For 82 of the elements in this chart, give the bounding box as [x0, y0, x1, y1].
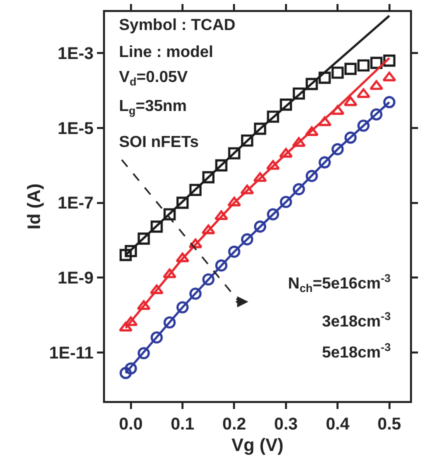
point [370, 108, 382, 121]
x-axis-title: Vg (V) [232, 435, 284, 455]
point [124, 316, 138, 326]
point [120, 248, 132, 262]
point [228, 147, 240, 160]
point [280, 196, 292, 208]
x-tick-label: 0.2 [222, 414, 246, 434]
point [164, 208, 176, 220]
point [202, 224, 216, 234]
point [318, 116, 332, 126]
point [241, 134, 254, 147]
annotation: 5e18cm$^{-3}$ [322, 342, 391, 362]
point [279, 148, 293, 158]
y-axis-title: Id (A) [24, 184, 44, 230]
point [118, 322, 133, 332]
y-tick-label: 1E-3 [58, 44, 94, 64]
point [214, 210, 228, 220]
point [202, 171, 214, 184]
point [266, 110, 280, 123]
x-tick-label: 0.5 [378, 414, 402, 434]
point [370, 56, 382, 69]
y-tick-label: 1E-11 [49, 343, 94, 362]
point [266, 160, 280, 170]
annotation: N$_{ch}$=5e16cm$^{-3}$ [288, 273, 391, 296]
point [215, 259, 228, 272]
point [383, 96, 396, 108]
point [306, 170, 318, 182]
annotation: SOI nFETs [119, 134, 199, 151]
annotation: Line : model [119, 44, 214, 61]
point [150, 331, 163, 344]
y-tick-label: 1E-7 [58, 194, 94, 213]
point [357, 120, 370, 132]
point [124, 362, 137, 375]
point [150, 220, 163, 233]
point [266, 208, 280, 220]
x-tick-label: 0.1 [170, 414, 194, 434]
point [162, 268, 176, 278]
point [138, 232, 150, 245]
point [120, 366, 132, 380]
point [356, 88, 370, 98]
x-tick-label: 0.0 [119, 414, 143, 434]
point [176, 252, 190, 262]
point [150, 284, 164, 294]
x-tick-label: 0.4 [326, 414, 350, 434]
point [176, 196, 189, 209]
point [124, 244, 137, 258]
point [292, 87, 305, 100]
point [344, 96, 358, 106]
y-tick-label: 1E-5 [58, 118, 94, 138]
point [241, 233, 254, 246]
point [254, 122, 266, 135]
point [228, 246, 240, 258]
point [188, 238, 202, 248]
point [344, 62, 357, 75]
point [202, 273, 214, 286]
annotation: L$_{g}$=35nm [119, 98, 187, 118]
point [189, 288, 202, 300]
point [280, 98, 292, 111]
point [370, 80, 384, 90]
point [332, 66, 344, 79]
point [332, 143, 344, 156]
point [189, 184, 202, 196]
point [138, 347, 150, 360]
point [176, 301, 189, 314]
point [164, 316, 176, 329]
point [215, 159, 228, 172]
point [318, 72, 331, 84]
annotation: 3e18cm$^{-3}$ [322, 311, 391, 331]
point [292, 183, 305, 196]
point [344, 132, 357, 144]
point [330, 105, 344, 115]
annotation: Symbol : TCAD [119, 17, 236, 34]
point [357, 59, 370, 72]
point [253, 172, 267, 182]
point [304, 126, 319, 136]
annotation: V$_{d}$=0.05V [119, 69, 188, 88]
point [254, 220, 266, 233]
point [306, 78, 318, 90]
point [318, 156, 331, 168]
x-tick-label: 0.3 [274, 414, 298, 434]
y-tick-label: 1E-9 [58, 268, 94, 288]
point [383, 54, 396, 67]
